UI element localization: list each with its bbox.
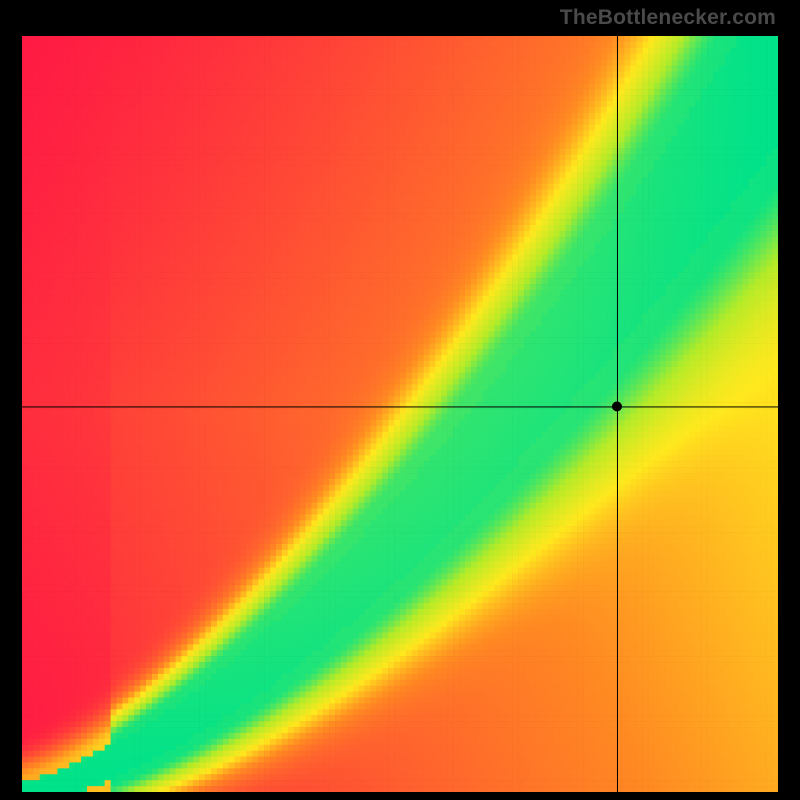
attribution-label: TheBottlenecker.com <box>560 6 776 30</box>
figure-container: TheBottlenecker.com <box>0 0 800 800</box>
heatmap-canvas <box>22 36 778 792</box>
heatmap-plot <box>22 36 778 792</box>
